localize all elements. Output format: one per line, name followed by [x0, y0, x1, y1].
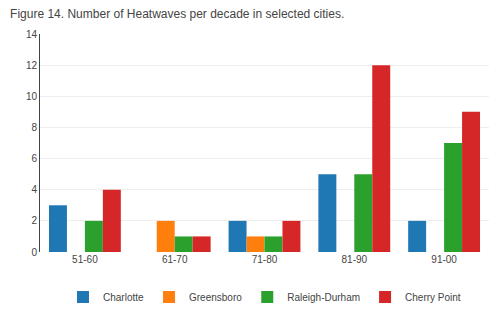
- svg-text:Cherry Point: Cherry Point: [405, 292, 461, 303]
- svg-text:12: 12: [26, 60, 38, 71]
- svg-text:0: 0: [31, 247, 37, 258]
- svg-text:Figure 14. Number of Heatwaves: Figure 14. Number of Heatwaves per decad…: [10, 7, 344, 21]
- svg-text:61-70: 61-70: [162, 254, 188, 265]
- svg-text:14: 14: [26, 29, 38, 40]
- svg-text:71-80: 71-80: [252, 254, 278, 265]
- svg-text:Raleigh-Durham: Raleigh-Durham: [287, 292, 360, 303]
- svg-text:Greensboro: Greensboro: [189, 292, 242, 303]
- svg-text:4: 4: [31, 184, 37, 195]
- svg-text:10: 10: [26, 91, 38, 102]
- svg-text:91-00: 91-00: [431, 254, 457, 265]
- svg-text:Charlotte: Charlotte: [103, 292, 144, 303]
- svg-text:81-90: 81-90: [342, 254, 368, 265]
- svg-text:8: 8: [31, 122, 37, 133]
- svg-text:2: 2: [31, 215, 37, 226]
- svg-text:6: 6: [31, 153, 37, 164]
- svg-text:51-60: 51-60: [72, 254, 98, 265]
